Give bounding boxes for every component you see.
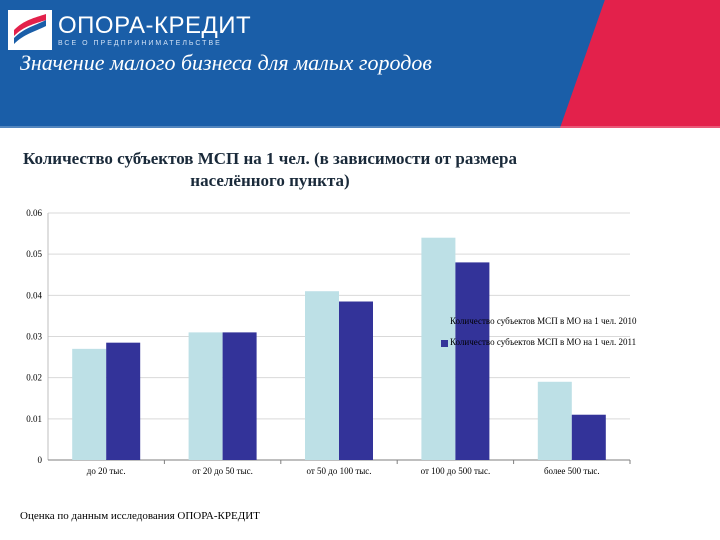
x-tick-label-1: от 20 до 50 тыс.	[192, 466, 253, 476]
bar-s1-1	[72, 348, 107, 460]
bar-s1-3	[305, 291, 339, 460]
bar-s2-5	[571, 414, 606, 460]
legend-label-2011: Количество субъектов МСП в МО на 1 чел. …	[450, 337, 637, 347]
bar-chart: 0 0.01 0.02 0.03 0.04 0.05 0.06 до 20 тыс. от 20…	[26, 208, 631, 476]
legend-swatch-2011	[441, 340, 448, 347]
x-tick-label-3: от 100 до 500 тыс.	[421, 466, 491, 476]
chart-title: Количество субъектов МСП на 1 чел. (в за…	[23, 149, 517, 190]
y-tick-label-3: 0.03	[26, 332, 42, 342]
bar-s1-5	[537, 381, 572, 460]
legend-item-2010: Количество субъектов МСП в МО на 1 чел. …	[441, 316, 641, 327]
legend-swatch-2010	[441, 319, 448, 326]
bar-s2-1	[106, 342, 141, 460]
header-divider	[0, 126, 720, 128]
header-accent-shape	[560, 0, 720, 128]
flag-logo-icon	[8, 10, 52, 50]
legend-label-2010: Количество субъектов МСП в МО на 1 чел. …	[450, 316, 637, 326]
y-tick-label-6: 0.06	[26, 208, 42, 218]
y-tick-label-2: 0.02	[26, 373, 42, 383]
bar-s2-3	[339, 301, 373, 460]
chart-legend: Количество субъектов МСП в МО на 1 чел. …	[441, 316, 641, 358]
logo-name: ОПОРА-КРЕДИТ	[58, 11, 252, 39]
legend-item-2011: Количество субъектов МСП в МО на 1 чел. …	[441, 337, 641, 348]
bar-s1-2	[188, 332, 223, 460]
bar-s1-4	[421, 237, 456, 460]
footnote: Оценка по данным исследования ОПОРА-КРЕД…	[20, 510, 260, 522]
logo: ОПОРА-КРЕДИТ ВСЕ О ПРЕДПРИНИМАТЕЛЬСТВЕ	[8, 8, 251, 52]
x-tick-label-0: до 20 тыс.	[87, 466, 126, 476]
y-tick-label-5: 0.05	[26, 249, 42, 259]
logo-subtitle: ВСЕ О ПРЕДПРИНИМАТЕЛЬСТВЕ	[58, 39, 222, 47]
x-tick-label-4: более 500 тыс.	[544, 466, 600, 476]
y-tick-label-4: 0.04	[26, 290, 42, 300]
header-banner: ОПОРА-КРЕДИТ ВСЕ О ПРЕДПРИНИМАТЕЛЬСТВЕ З…	[0, 0, 720, 128]
slide-title: Значение малого бизнеса для малых городо…	[20, 50, 432, 75]
x-tick-label-2: от 50 до 100 тыс.	[306, 466, 371, 476]
bar-s2-2	[222, 332, 257, 460]
y-tick-label-0: 0	[38, 455, 43, 465]
bar-s2-4	[455, 262, 490, 460]
y-tick-label-1: 0.01	[26, 414, 42, 424]
